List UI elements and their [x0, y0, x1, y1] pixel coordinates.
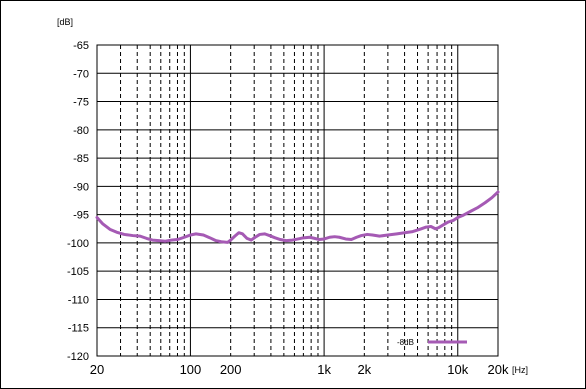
y-tick-label: -110	[68, 294, 89, 306]
legend: -8dB	[397, 338, 467, 347]
x-tick-label: 1k	[317, 362, 331, 377]
x-tick-labels: 20 100 200 1k 2k 10k 20k	[90, 362, 509, 377]
x-tick-label: 200	[220, 362, 242, 377]
x-tick-label: 2k	[357, 362, 371, 377]
y-tick-label: -120	[67, 351, 89, 363]
y-tick-label: -100	[67, 238, 89, 250]
y-tick-label: -85	[73, 153, 89, 165]
x-tick-label: 100	[180, 362, 202, 377]
legend-label: -8dB	[397, 338, 414, 347]
y-tick-label: -115	[68, 323, 89, 335]
y-tick-label: -80	[73, 125, 89, 137]
x-tick-label: 10k	[447, 362, 468, 377]
y-tick-labels: -65 -70 -75 -80 -85 -90 -95 -100 -105 -110 -115 -12…	[67, 40, 89, 363]
y-tick-label: -105	[67, 266, 89, 278]
x-tick-label: 20k	[488, 362, 509, 377]
y-tick-label: -75	[73, 97, 89, 109]
y-tick-label: -65	[73, 40, 89, 52]
minor-gridlines	[120, 45, 453, 356]
series-line	[95, 190, 500, 244]
x-axis-unit-label: [Hz]	[512, 365, 528, 375]
series-layer	[95, 190, 500, 244]
y-tick-label: -90	[73, 181, 89, 193]
y-axis-unit-label: [dB]	[57, 17, 73, 27]
plot-area-border	[96, 44, 499, 357]
major-gridlines	[97, 45, 498, 356]
x-tick-label: 20	[90, 362, 104, 377]
y-tick-label: -70	[73, 68, 89, 80]
y-tick-label: -95	[73, 210, 89, 222]
